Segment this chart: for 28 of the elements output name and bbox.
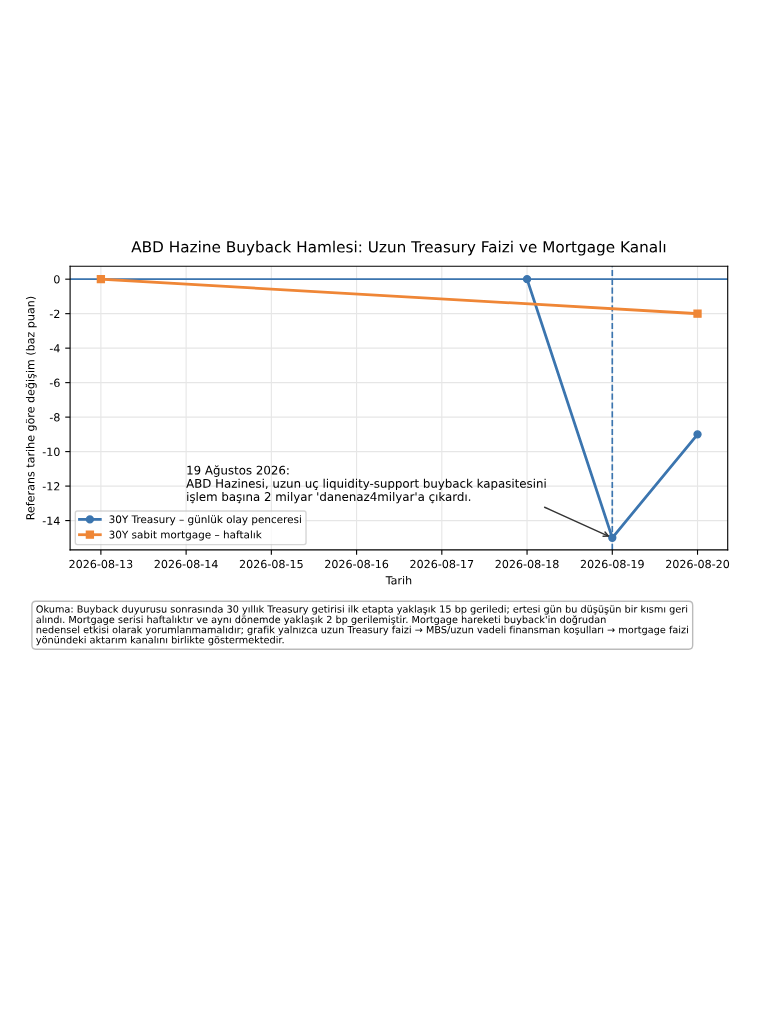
y-tick-label: -6 xyxy=(49,378,60,388)
x-tick-label: 2026-08-16 xyxy=(325,559,389,569)
chart-title: ABD Hazine Buyback Hamlesi: Uzun Treasury Faizi ve Mortgage Kanalı xyxy=(131,240,666,256)
point xyxy=(608,533,617,542)
y-tick-label: 0 xyxy=(54,275,60,284)
point xyxy=(96,275,106,284)
y-axis-title: Referans tarihe göre değişim (baz puan) xyxy=(25,296,37,520)
text: Okuma: Buyback duyurusu sonrasında 30 yıllık Treasury getirisi ilk etapta yaklaşık 15 bp geriledi; ertesi gün bu düşüşün bir kısmı geri alındı. Mortgage serisi haftalıktır ve aynı dönemde yaklaşık 2 bp gerilemiştir. Mortgage hareketi buyback'in doğrudan nedensel etkisi olarak yorumlanmamalıdır; grafik yalnızca uzun Treasury faizi → MBS/uzun vadeli finansman koşulları → mortgage faizi yönündeki aktarım kanalını birlikte göstermektedir. xyxy=(36,605,688,646)
y-tick-label: -14 xyxy=(42,516,60,525)
y-tick-label: -10 xyxy=(42,447,60,456)
y-tick-label: -2 xyxy=(49,309,60,318)
point xyxy=(522,275,532,284)
y-tick-label: -8 xyxy=(49,413,60,422)
legend-label: 30Y sabit mortgage – haftalık xyxy=(109,530,262,541)
x-axis-title: Tarih xyxy=(385,575,412,585)
point xyxy=(693,430,702,439)
annotation: 19 Ağustos 2026: ABD Hazinesi, uzun uç liquidity-support buyback kapasitesini işlem başına 2 milyar 'danenaz4milyar'a çıkardı. xyxy=(186,465,546,504)
x-tick-label: 2026-08-18 xyxy=(495,559,559,569)
x-tick-label: 2026-08-13 xyxy=(69,559,133,569)
x-tick-label: 2026-08-19 xyxy=(580,559,644,569)
point xyxy=(693,309,702,318)
y-tick-label: -4 xyxy=(49,344,60,353)
legend-label: 30Y Treasury – günlük olay penceresi xyxy=(109,515,301,526)
x-tick-label: 2026-08-17 xyxy=(410,559,474,569)
x-tick-label: 2026-08-14 xyxy=(154,559,218,569)
x-tick-label: 2026-08-20 xyxy=(666,559,730,569)
y-tick-label: -12 xyxy=(42,482,60,491)
x-tick-label: 2026-08-15 xyxy=(239,559,303,569)
